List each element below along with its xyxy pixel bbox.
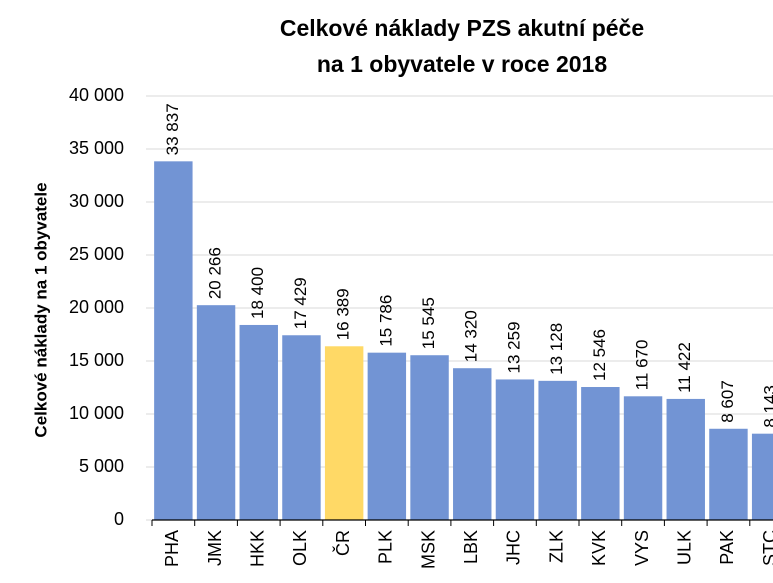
data-label: 11 670 (633, 340, 652, 391)
bar (239, 324, 278, 520)
y-tick-label: 30 000 (69, 191, 124, 211)
bar (282, 335, 321, 520)
bar (453, 368, 492, 520)
bar (623, 396, 663, 520)
bar (196, 305, 236, 520)
y-axis-label: Celkové náklady na 1 obyvatele (31, 182, 50, 437)
bar (581, 387, 620, 520)
data-label: 18 400 (248, 267, 267, 319)
x-tick-label: LBK (461, 530, 481, 564)
x-tick-label: ULK (675, 530, 695, 565)
data-label: 8 607 (718, 380, 737, 423)
bar (367, 352, 407, 520)
x-tick-label: PAK (717, 530, 737, 565)
bar (324, 346, 364, 520)
y-tick-label: 25 000 (69, 244, 124, 264)
y-tick-label: 40 000 (69, 85, 124, 105)
bar (666, 398, 705, 520)
bar (410, 355, 449, 520)
bar (495, 379, 535, 520)
chart-title: na 1 obyvatele v roce 2018 (317, 51, 607, 77)
data-label: 12 546 (590, 329, 609, 381)
x-tick-label: ZLK (546, 530, 566, 563)
data-label: 14 320 (462, 310, 481, 362)
data-label: 8 143 (761, 385, 773, 428)
x-tick-label: HKK (248, 530, 268, 567)
x-tick-label: KVK (589, 530, 609, 566)
data-label: 16 389 (334, 288, 353, 340)
data-label: 20 266 (206, 247, 225, 299)
x-tick-label: VYS (632, 530, 652, 566)
data-label: 13 128 (547, 323, 566, 375)
data-label: 15 545 (419, 297, 438, 349)
bar (538, 380, 577, 520)
y-tick-label: 0 (114, 509, 124, 529)
data-label: 11 422 (675, 342, 694, 393)
y-tick-label: 35 000 (69, 138, 124, 158)
x-tick-label: PLK (376, 530, 396, 564)
y-tick-label: 20 000 (69, 297, 124, 317)
data-label: 33 837 (163, 103, 182, 155)
x-tick-label: PHA (162, 530, 182, 567)
x-tick-label: JMK (205, 530, 225, 566)
x-tick-label: JHC (504, 530, 524, 565)
x-tick-label: MSK (418, 530, 438, 569)
y-tick-label: 15 000 (69, 350, 124, 370)
y-tick-label: 10 000 (69, 403, 124, 423)
x-tick-label: ČR (332, 530, 353, 556)
bar (751, 433, 773, 520)
data-label: 13 259 (504, 321, 523, 373)
data-label: 15 786 (376, 295, 395, 347)
x-tick-label: STC (760, 530, 773, 566)
chart-title: Celkové náklady PZS akutní péče (280, 15, 644, 41)
bar (154, 161, 193, 520)
x-tick-label: OLK (290, 530, 310, 566)
bar (709, 428, 748, 520)
data-label: 17 429 (291, 277, 310, 329)
y-tick-label: 5 000 (79, 456, 124, 476)
